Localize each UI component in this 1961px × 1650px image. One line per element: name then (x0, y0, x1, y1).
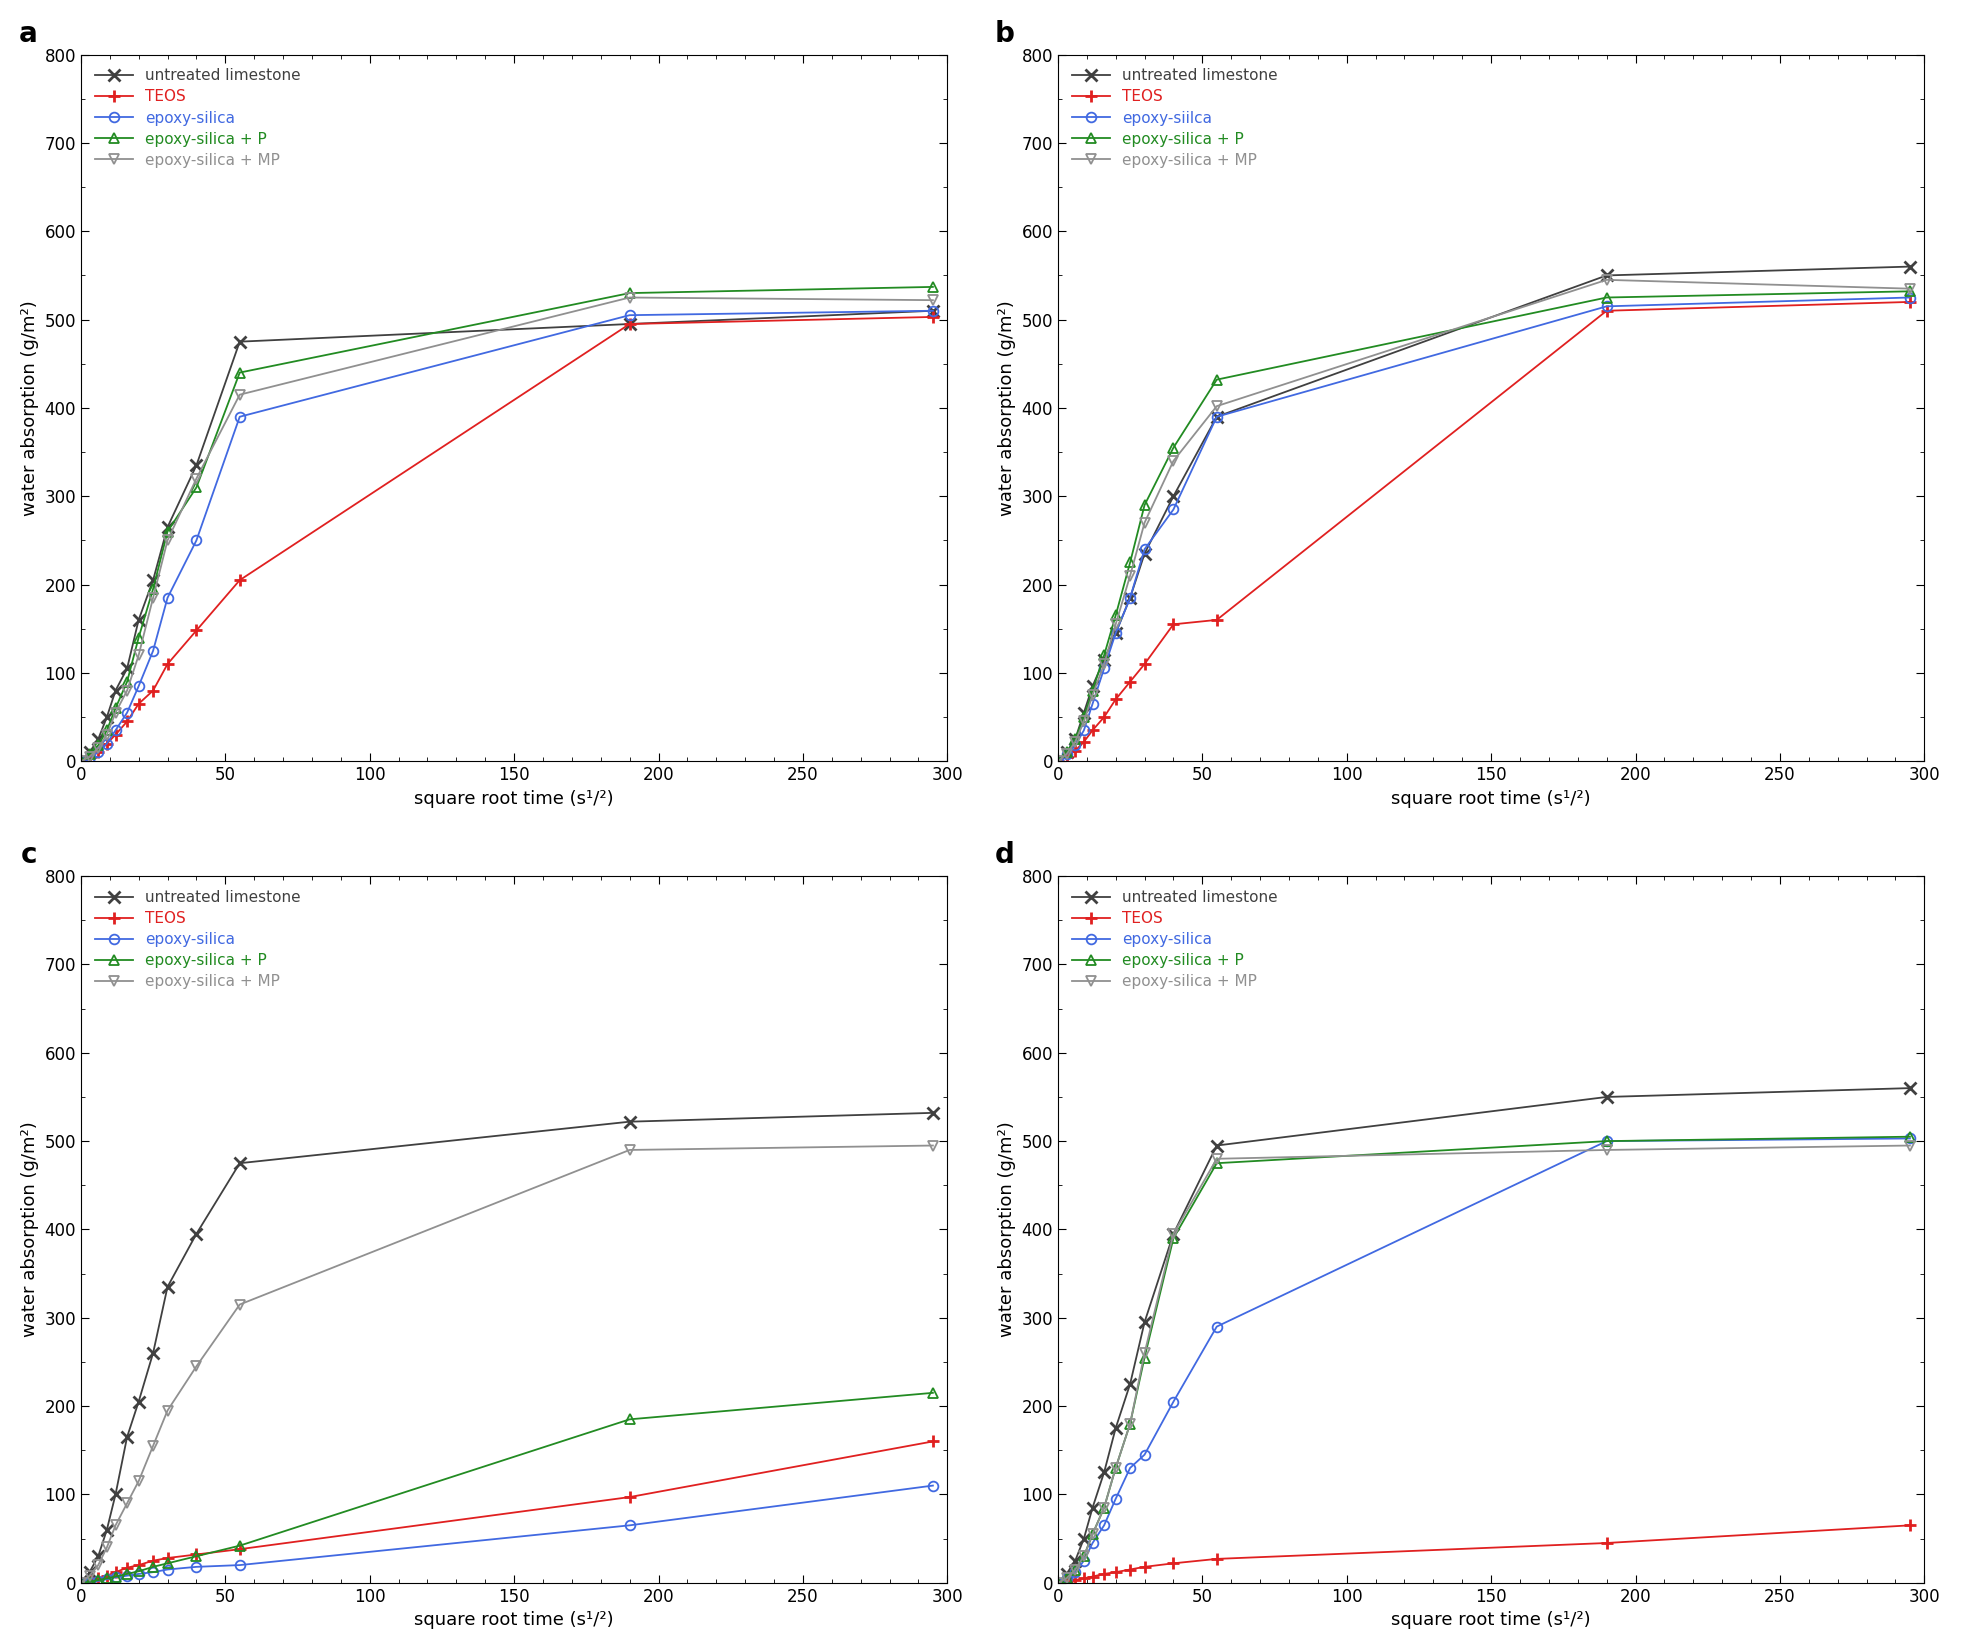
Legend: untreated limestone, TEOS, epoxy-silica, epoxy-silica + P, epoxy-silica + MP: untreated limestone, TEOS, epoxy-silica,… (88, 884, 306, 995)
Y-axis label: water absorption (g/m²): water absorption (g/m²) (22, 300, 39, 516)
Legend: untreated limestone, TEOS, epoxy-silica, epoxy-silica + P, epoxy-silica + MP: untreated limestone, TEOS, epoxy-silica,… (1065, 884, 1284, 995)
Legend: untreated limestone, TEOS, epoxy-siilca, epoxy-silica + P, epoxy-silica + MP: untreated limestone, TEOS, epoxy-siilca,… (1065, 63, 1284, 173)
Text: c: c (22, 842, 37, 870)
Legend: untreated limestone, TEOS, epoxy-silica, epoxy-silica + P, epoxy-silica + MP: untreated limestone, TEOS, epoxy-silica,… (88, 63, 306, 173)
Y-axis label: water absorption (g/m²): water absorption (g/m²) (998, 1122, 1016, 1336)
Text: a: a (20, 20, 37, 48)
Y-axis label: water absorption (g/m²): water absorption (g/m²) (998, 300, 1016, 516)
X-axis label: square root time (s¹/²): square root time (s¹/²) (414, 1610, 614, 1629)
X-axis label: square root time (s¹/²): square root time (s¹/²) (1390, 1610, 1590, 1629)
X-axis label: square root time (s¹/²): square root time (s¹/²) (414, 790, 614, 807)
Y-axis label: water absorption (g/m²): water absorption (g/m²) (22, 1122, 39, 1336)
Text: b: b (994, 20, 1014, 48)
X-axis label: square root time (s¹/²): square root time (s¹/²) (1390, 790, 1590, 807)
Text: d: d (994, 842, 1014, 870)
